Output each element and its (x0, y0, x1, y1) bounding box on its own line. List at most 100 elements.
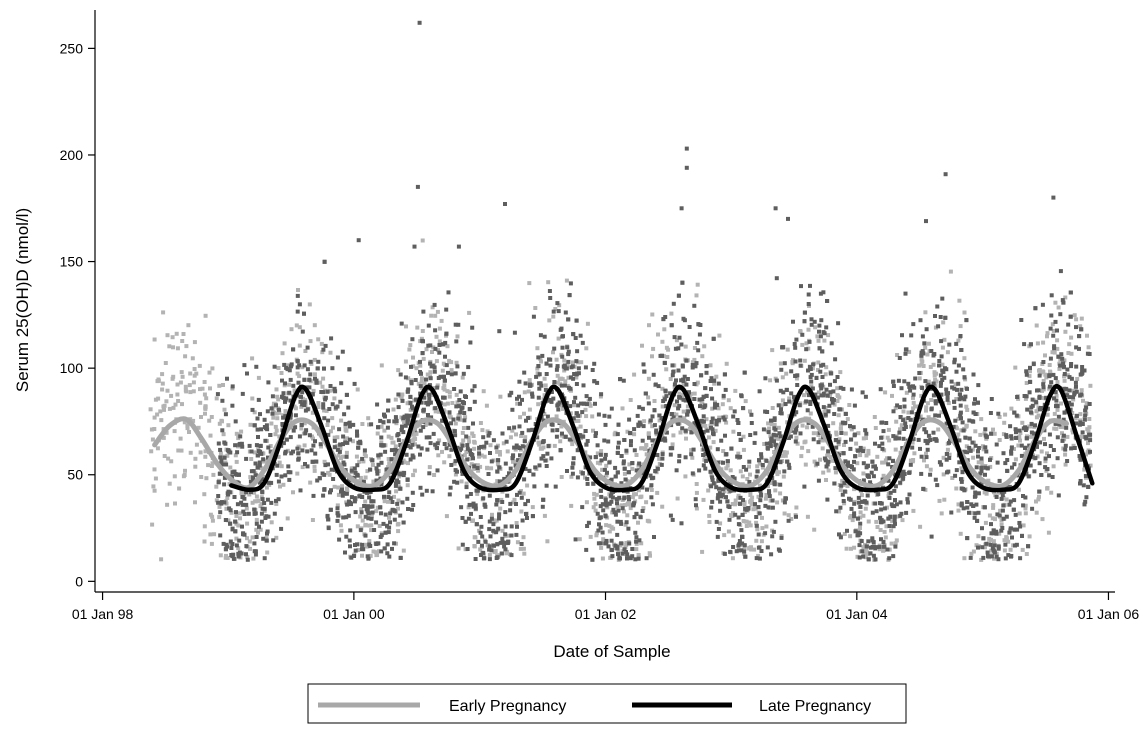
data-point (303, 349, 308, 353)
data-point (149, 427, 154, 432)
data-point (689, 452, 694, 457)
data-point (258, 412, 262, 417)
data-point (781, 390, 786, 395)
data-point (300, 448, 305, 453)
data-point (336, 485, 341, 490)
data-point (692, 421, 697, 426)
data-point (330, 402, 335, 407)
data-point (234, 543, 239, 548)
data-point (959, 387, 964, 392)
data-point (1034, 400, 1039, 405)
data-point (599, 545, 604, 550)
data-point (840, 478, 845, 483)
data-point (700, 423, 705, 428)
data-point (767, 490, 772, 495)
data-point (933, 377, 938, 382)
data-point (837, 532, 841, 537)
data-point (349, 495, 354, 500)
data-point (1056, 354, 1061, 359)
data-point (806, 327, 811, 332)
data-point (1009, 445, 1014, 450)
data-point (881, 539, 886, 544)
data-point (413, 378, 418, 382)
data-point (263, 438, 268, 443)
data-point (428, 421, 433, 426)
data-point (613, 543, 618, 548)
data-point (825, 299, 830, 303)
data-point (663, 438, 668, 443)
data-point (250, 396, 255, 401)
data-point (458, 389, 463, 394)
data-point (1071, 388, 1076, 393)
data-point (337, 537, 342, 542)
data-point (888, 490, 893, 495)
data-point (489, 516, 494, 521)
data-point (1063, 443, 1068, 448)
data-point (694, 503, 698, 508)
data-point (339, 528, 344, 533)
data-point (379, 440, 384, 445)
data-point (669, 323, 674, 328)
data-point (245, 521, 250, 526)
data-point (1067, 400, 1072, 405)
data-point (361, 479, 366, 484)
data-point (1088, 383, 1093, 388)
data-point (640, 485, 645, 490)
data-point (314, 380, 319, 385)
data-point (295, 309, 300, 314)
data-point (603, 456, 608, 461)
data-point (276, 479, 281, 484)
data-point (794, 514, 798, 519)
data-point (945, 397, 950, 402)
data-point (1043, 442, 1047, 447)
data-point (510, 407, 515, 412)
data-point (474, 488, 479, 493)
data-point (747, 459, 752, 464)
data-point (383, 530, 388, 535)
data-point (503, 524, 508, 529)
data-point (150, 437, 155, 442)
data-point (1074, 317, 1079, 322)
data-point (480, 534, 485, 539)
data-point (818, 291, 823, 296)
data-point (706, 435, 711, 440)
data-point (668, 513, 673, 518)
data-point (841, 386, 846, 391)
data-point (1003, 412, 1008, 417)
data-point (580, 505, 585, 510)
data-point (812, 527, 817, 532)
data-point (695, 282, 700, 287)
data-point (535, 371, 540, 376)
data-point (264, 485, 269, 490)
data-point (271, 401, 276, 406)
data-point (506, 539, 511, 544)
data-point (501, 485, 506, 489)
data-point (379, 443, 384, 448)
data-point (646, 376, 651, 381)
data-point (940, 296, 945, 301)
data-point (958, 413, 963, 418)
data-point (192, 340, 197, 345)
data-point (592, 379, 597, 384)
data-point (304, 428, 309, 433)
data-point (768, 444, 773, 449)
data-point (175, 392, 180, 397)
data-point (954, 486, 959, 491)
data-point (271, 538, 276, 543)
data-point (268, 449, 273, 454)
data-point (568, 281, 573, 286)
data-point (1072, 313, 1077, 318)
data-point (770, 498, 775, 503)
data-point (523, 502, 528, 507)
data-point (621, 461, 626, 466)
data-point (476, 468, 481, 473)
data-point (379, 460, 384, 465)
data-point (812, 319, 817, 324)
data-point (400, 500, 405, 505)
data-point (410, 507, 414, 512)
data-point (714, 374, 719, 379)
data-point (998, 508, 1003, 513)
data-point (595, 380, 600, 385)
data-point (958, 334, 963, 338)
data-point (1032, 431, 1037, 436)
